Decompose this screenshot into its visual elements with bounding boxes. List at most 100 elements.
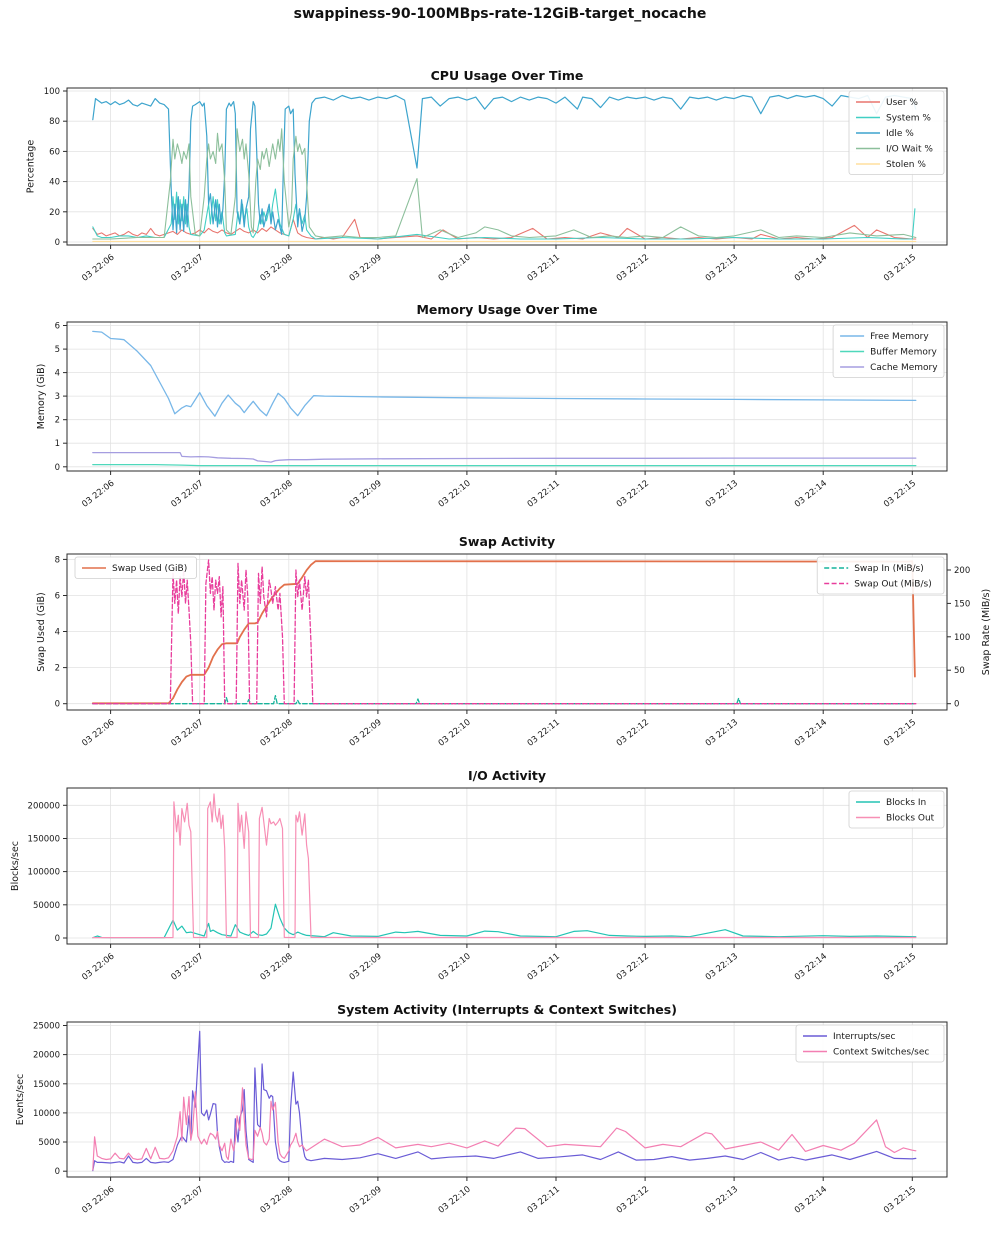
svg-text:03 22:14: 03 22:14 (793, 1184, 829, 1215)
svg-text:0: 0 (954, 700, 959, 710)
svg-text:200000: 200000 (28, 801, 60, 811)
svg-text:Swap In (MiB/s): Swap In (MiB/s) (854, 564, 924, 574)
svg-text:100: 100 (954, 633, 970, 643)
svg-text:Memory (GiB): Memory (GiB) (36, 364, 47, 430)
svg-text:5000: 5000 (38, 1138, 60, 1148)
svg-text:03 22:06: 03 22:06 (80, 252, 116, 283)
svg-text:Swap Out (MiB/s): Swap Out (MiB/s) (854, 580, 932, 590)
svg-text:CPU Usage Over Time: CPU Usage Over Time (431, 68, 584, 83)
svg-text:System %: System % (886, 114, 931, 124)
svg-text:Idle %: Idle % (886, 129, 914, 139)
svg-text:Blocks/sec: Blocks/sec (10, 841, 21, 891)
svg-text:03 22:14: 03 22:14 (793, 252, 829, 283)
svg-text:40: 40 (49, 178, 60, 188)
svg-text:I/O Activity: I/O Activity (468, 768, 546, 783)
figure-title: swappiness-90-100MBps-rate-12GiB-target_… (293, 6, 707, 22)
svg-text:03 22:09: 03 22:09 (348, 1184, 384, 1215)
svg-text:03 22:08: 03 22:08 (259, 478, 295, 509)
svg-text:03 22:15: 03 22:15 (882, 717, 918, 748)
system-activity-chart: 0 5000 10000 15000 20000 25000 03 22:06 03 22:0… (15, 1002, 948, 1216)
svg-text:150000: 150000 (28, 835, 60, 845)
svg-text:Cache Memory: Cache Memory (870, 363, 938, 373)
svg-text:Swap Activity: Swap Activity (459, 534, 555, 549)
svg-text:Free Memory: Free Memory (870, 332, 929, 342)
svg-text:I/O Wait %: I/O Wait % (886, 145, 933, 155)
svg-text:8: 8 (55, 555, 60, 565)
svg-text:03 22:13: 03 22:13 (704, 951, 740, 982)
svg-text:Events/sec: Events/sec (15, 1074, 26, 1125)
svg-text:Context Switches/sec: Context Switches/sec (833, 1048, 929, 1058)
svg-text:03 22:14: 03 22:14 (793, 478, 829, 509)
svg-text:User %: User % (886, 98, 918, 108)
svg-text:Blocks In: Blocks In (886, 798, 926, 808)
svg-text:03 22:13: 03 22:13 (704, 252, 740, 283)
svg-text:03 22:06: 03 22:06 (80, 717, 116, 748)
svg-text:03 22:12: 03 22:12 (615, 1184, 651, 1215)
svg-text:03 22:06: 03 22:06 (80, 1184, 116, 1215)
svg-text:03 22:11: 03 22:11 (526, 717, 562, 748)
svg-text:25000: 25000 (33, 1022, 60, 1032)
svg-text:200: 200 (954, 566, 970, 576)
svg-text:03 22:06: 03 22:06 (80, 478, 116, 509)
svg-text:2: 2 (55, 416, 60, 426)
svg-text:15000: 15000 (33, 1080, 60, 1090)
svg-text:System Activity (Interrupts &: System Activity (Interrupts & Context Sw… (337, 1002, 677, 1017)
svg-text:03 22:08: 03 22:08 (259, 717, 295, 748)
svg-text:4: 4 (55, 369, 60, 379)
svg-text:Memory Usage Over Time: Memory Usage Over Time (416, 302, 597, 317)
svg-text:1: 1 (55, 439, 60, 449)
svg-text:03 22:11: 03 22:11 (526, 951, 562, 982)
svg-text:Interrupts/sec: Interrupts/sec (833, 1032, 896, 1042)
svg-text:03 22:08: 03 22:08 (259, 1184, 295, 1215)
svg-text:10000: 10000 (33, 1109, 60, 1119)
svg-text:03 22:11: 03 22:11 (526, 252, 562, 283)
svg-text:Buffer Memory: Buffer Memory (870, 348, 937, 358)
svg-text:Swap Rate (MiB/s): Swap Rate (MiB/s) (981, 589, 992, 675)
svg-text:20000: 20000 (33, 1051, 60, 1061)
svg-text:03 22:12: 03 22:12 (615, 478, 651, 509)
svg-text:03 22:10: 03 22:10 (437, 717, 473, 748)
svg-text:50: 50 (954, 666, 965, 676)
svg-text:5: 5 (55, 345, 60, 355)
svg-text:Swap Used (GiB): Swap Used (GiB) (112, 564, 187, 574)
svg-text:03 22:10: 03 22:10 (437, 951, 473, 982)
svg-text:0: 0 (55, 238, 60, 248)
svg-text:03 22:14: 03 22:14 (793, 717, 829, 748)
svg-text:03 22:09: 03 22:09 (348, 717, 384, 748)
swap-activity-chart: 0 2 4 6 8 0 50 100 150 200 Swap Rate (MiB/s) 03 22:… (36, 534, 992, 749)
svg-text:03 22:10: 03 22:10 (437, 252, 473, 283)
svg-text:6: 6 (55, 322, 60, 332)
svg-text:Swap Used (GiB): Swap Used (GiB) (36, 592, 47, 671)
svg-text:3: 3 (55, 392, 60, 402)
svg-text:03 22:12: 03 22:12 (615, 717, 651, 748)
svg-text:60: 60 (49, 147, 60, 157)
svg-text:Stolen %: Stolen % (886, 160, 926, 170)
svg-text:0: 0 (55, 934, 60, 944)
svg-text:50000: 50000 (33, 901, 60, 911)
svg-text:03 22:07: 03 22:07 (169, 951, 205, 982)
svg-text:03 22:07: 03 22:07 (169, 252, 205, 283)
svg-text:Blocks Out: Blocks Out (886, 814, 935, 824)
svg-text:03 22:11: 03 22:11 (526, 1184, 562, 1215)
svg-text:6: 6 (55, 592, 60, 602)
svg-text:03 22:13: 03 22:13 (704, 478, 740, 509)
svg-text:03 22:15: 03 22:15 (882, 1184, 918, 1215)
svg-text:03 22:08: 03 22:08 (259, 252, 295, 283)
svg-text:03 22:15: 03 22:15 (882, 478, 918, 509)
svg-text:03 22:08: 03 22:08 (259, 951, 295, 982)
svg-text:03 22:13: 03 22:13 (704, 1184, 740, 1215)
cpu-usage-chart: 0 20 40 60 80 100 03 22:06 03 22:07 03 22:08 03 2… (25, 68, 948, 284)
svg-text:03 22:09: 03 22:09 (348, 951, 384, 982)
svg-text:0: 0 (55, 700, 60, 710)
svg-text:03 22:09: 03 22:09 (348, 478, 384, 509)
svg-text:03 22:10: 03 22:10 (437, 478, 473, 509)
svg-text:100000: 100000 (28, 868, 60, 878)
svg-text:80: 80 (49, 117, 60, 127)
svg-text:03 22:07: 03 22:07 (169, 717, 205, 748)
svg-text:150: 150 (954, 599, 970, 609)
io-activity-chart: 0 50000 100000 150000 200000 03 22:06 03 22:07… (10, 768, 948, 983)
svg-text:03 22:14: 03 22:14 (793, 951, 829, 982)
svg-text:0: 0 (55, 1167, 60, 1177)
svg-text:03 22:13: 03 22:13 (704, 717, 740, 748)
